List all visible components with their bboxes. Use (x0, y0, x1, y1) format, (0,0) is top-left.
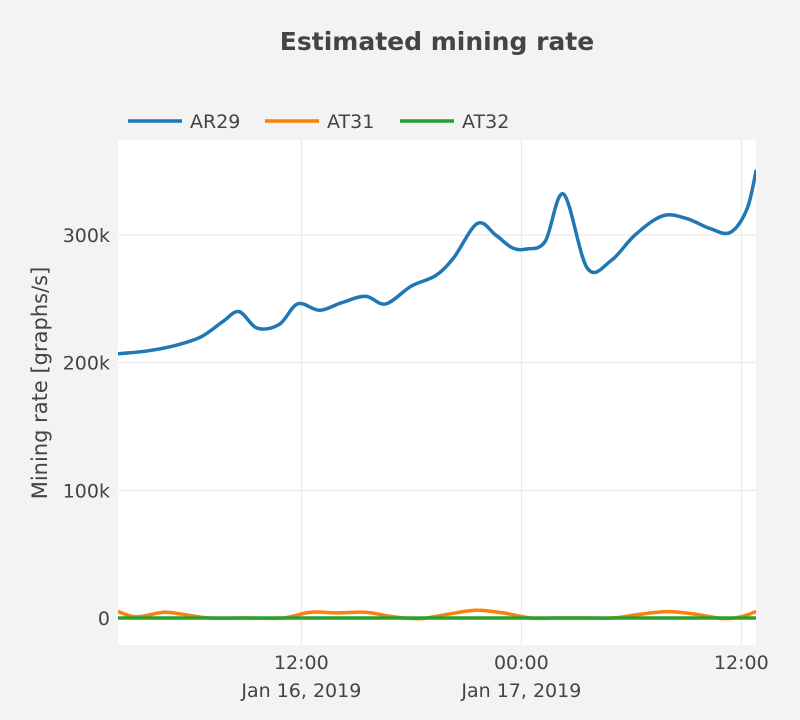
x-tick-label-0: 12:00 (274, 652, 329, 674)
y-tick-label-200k: 200k (63, 353, 110, 375)
y-tick-label-300k: 300k (63, 225, 110, 247)
legend-item-ar29[interactable]: AR29 (128, 111, 240, 133)
grid-layer (118, 140, 756, 645)
axis-layer: 0 100k 200k 300k 12:00 Jan 16, 2019 00:00 Jan 1… (63, 225, 769, 702)
x-tick-label-2: 12:00 (714, 652, 769, 674)
y-tick-label-0: 0 (98, 608, 110, 630)
x-tick-date-label-1: Jan 17, 2019 (460, 680, 581, 702)
legend-label-ar29: AR29 (190, 111, 240, 133)
legend-item-at32[interactable]: AT32 (400, 111, 509, 133)
legend[interactable]: AR29 AT31 AT32 (128, 111, 509, 133)
series-layer (118, 169, 756, 621)
y-axis-title: Mining rate [graphs/s] (28, 267, 52, 500)
y-tick-label-100k: 100k (63, 480, 110, 502)
legend-label-at31: AT31 (327, 111, 374, 133)
x-tick-label-1: 00:00 (494, 652, 549, 674)
legend-item-at31[interactable]: AT31 (265, 111, 374, 133)
legend-label-at32: AT32 (462, 111, 509, 133)
series-line-ar29 (118, 169, 756, 356)
chart-title: Estimated mining rate (280, 27, 594, 56)
x-tick-date-label-0: Jan 16, 2019 (240, 680, 361, 702)
